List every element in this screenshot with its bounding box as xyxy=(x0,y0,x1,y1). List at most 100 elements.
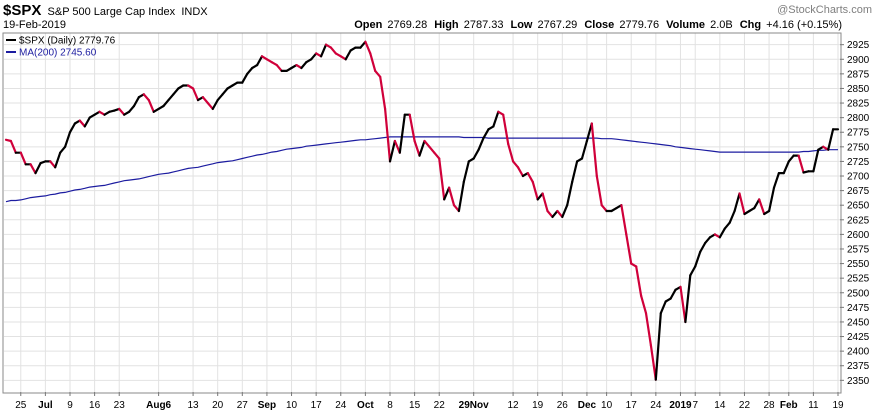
x-tick-label: Aug6 xyxy=(146,400,171,411)
x-tick-label: 20 xyxy=(212,400,224,411)
spx-segment xyxy=(132,96,140,108)
y-tick-label: 2875 xyxy=(847,69,870,80)
y-tick-label: 2900 xyxy=(847,55,870,66)
spx-segment xyxy=(201,96,209,105)
y-tick-label: 2475 xyxy=(847,303,870,314)
y-tick-label: 2750 xyxy=(847,142,870,153)
x-tick-label: 19 xyxy=(832,400,844,411)
quote-label-chg: Chg xyxy=(739,19,762,31)
spx-segment xyxy=(787,154,795,163)
spx-segment xyxy=(561,204,569,218)
spx-segment xyxy=(654,312,662,381)
spx-segment xyxy=(68,122,77,134)
spx-segment xyxy=(699,242,707,253)
spx-segment xyxy=(797,154,805,174)
spx-segment xyxy=(580,139,589,160)
symbol-title: $SPX S&P 500 Large Cap Index INDX xyxy=(3,2,208,19)
x-axis: 25 Jul 9 16 23 Aug6 13 20 27 Sep 10 17 24 Oct 8 15 22 29N… xyxy=(15,392,844,411)
x-tick-label: 13 xyxy=(188,400,200,411)
spx-segment xyxy=(344,49,352,61)
spx-segment xyxy=(566,180,574,207)
x-tick-label: 22 xyxy=(739,400,751,411)
spx-segment xyxy=(320,43,328,58)
spx-segment xyxy=(118,107,126,116)
x-tick-label: 14 xyxy=(714,400,726,411)
legend-label: $SPX (Daily) 2779.76 xyxy=(19,36,116,47)
x-tick-label: 29Nov xyxy=(459,400,489,411)
quote-label-low: Low xyxy=(510,19,533,31)
y-axis: 2350 2375 2400 2425 2450 2475 2500 2525 2550 2575… xyxy=(840,40,870,387)
y-tick-label: 2500 xyxy=(847,288,870,299)
spx-segment xyxy=(625,233,633,265)
quote-value-high: 2787.33 xyxy=(460,19,504,31)
spx-segment xyxy=(359,40,367,49)
spx-segment xyxy=(438,157,446,201)
x-tick-label: 22 xyxy=(434,400,446,411)
spx-segment xyxy=(694,250,702,268)
spx-segment xyxy=(300,61,308,70)
y-tick-label: 2525 xyxy=(847,274,870,285)
chart-header: $SPX S&P 500 Large Cap Index INDX 19-Feb… xyxy=(0,0,876,34)
spx-segment xyxy=(723,221,731,230)
spx-segment xyxy=(54,151,62,169)
spx-segment xyxy=(364,40,372,55)
x-tick-label: 19 xyxy=(532,400,544,411)
gridlines xyxy=(4,33,840,392)
spx-segment xyxy=(29,163,37,175)
spx-segment xyxy=(369,52,377,73)
chart-date: 19-Feb-2019 xyxy=(3,19,66,31)
spx-segment xyxy=(384,107,392,163)
x-tick-label: 7 xyxy=(692,400,698,411)
spx-segment xyxy=(492,110,500,128)
quote-label-open: Open xyxy=(354,19,383,31)
quote-value-volume: 2.0B xyxy=(707,19,733,31)
spx-segment xyxy=(128,104,136,113)
spx-segment xyxy=(433,151,441,160)
ma200-series-line xyxy=(5,136,838,203)
x-tick-label: 10 xyxy=(601,400,613,411)
spx-segment xyxy=(408,113,416,143)
y-tick-label: 2700 xyxy=(847,172,870,183)
x-tick-label: 8 xyxy=(387,400,393,411)
y-tick-label: 2425 xyxy=(847,332,870,343)
quote-value-chg: +4.16 (+0.15%) xyxy=(763,19,842,31)
spx-segment xyxy=(620,204,628,236)
spx-segment xyxy=(669,288,677,300)
legend-label: MA(200) 2745.60 xyxy=(19,48,97,59)
spx-segment xyxy=(546,209,554,218)
spx-segment xyxy=(728,209,736,224)
spx-segment xyxy=(595,174,603,207)
x-tick-label: Feb xyxy=(780,400,798,411)
y-tick-label: 2400 xyxy=(847,347,870,358)
spx-segment xyxy=(516,166,525,178)
spx-segment xyxy=(256,55,264,67)
spx-segment xyxy=(216,93,224,102)
y-tick-label: 2800 xyxy=(847,113,870,124)
spx-segment xyxy=(241,72,249,84)
x-tick-label: 28 xyxy=(764,400,776,411)
spx-segment xyxy=(507,142,515,163)
spx-segment xyxy=(83,116,91,128)
y-tick-label: 2625 xyxy=(847,215,870,226)
spx-segment xyxy=(541,192,549,213)
spx-segment xyxy=(462,160,470,183)
spx-segment xyxy=(827,128,835,151)
x-tick-label: 23 xyxy=(114,400,126,411)
x-tick-label: 24 xyxy=(335,400,347,411)
x-tick-label: 25 xyxy=(15,400,27,411)
index-name: S&P 500 Large Cap Index xyxy=(47,6,176,18)
exchange: INDX xyxy=(181,6,208,18)
y-tick-label: 2675 xyxy=(847,186,870,197)
x-tick-label: 27 xyxy=(237,400,249,411)
spx-segment xyxy=(502,113,510,145)
spx-segment xyxy=(147,98,155,113)
y-tick-label: 2450 xyxy=(847,317,870,328)
spx-segment xyxy=(482,128,490,140)
spx-segment xyxy=(172,87,180,96)
x-tick-label: Oct xyxy=(357,400,374,411)
x-tick-label: 11 xyxy=(808,400,819,411)
stockcharts-watermark: @StockCharts.com xyxy=(777,4,872,16)
spx-segment xyxy=(379,75,387,111)
spx-line xyxy=(4,40,840,381)
